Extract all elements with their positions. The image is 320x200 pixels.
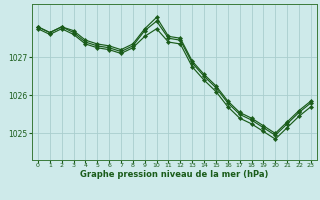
X-axis label: Graphe pression niveau de la mer (hPa): Graphe pression niveau de la mer (hPa) bbox=[80, 170, 268, 179]
